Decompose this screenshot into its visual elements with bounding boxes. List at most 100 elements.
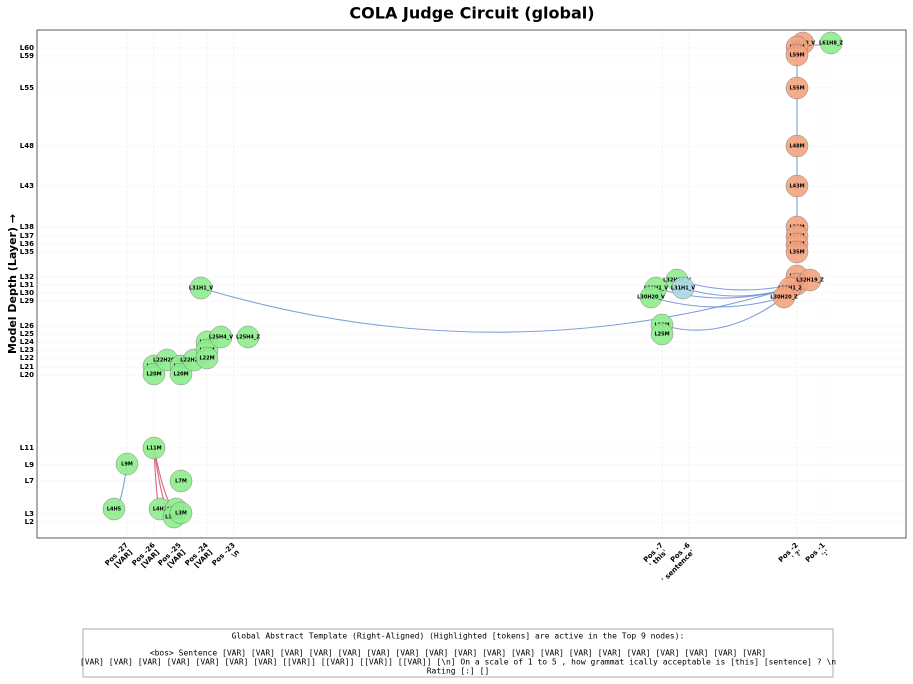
y-tick-label: L9 xyxy=(25,461,34,469)
x-tick: Pos -24[VAR] xyxy=(184,541,215,569)
node-circle xyxy=(785,43,809,67)
y-tick-label: L37 xyxy=(20,232,34,240)
y-tick-label: L31 xyxy=(20,281,34,289)
y-tick-label: L55 xyxy=(20,84,34,92)
y-tick-label: L7 xyxy=(25,477,34,485)
node-label: L7M xyxy=(175,479,187,485)
node: L61H8_Z xyxy=(819,31,843,55)
y-tick-label: L29 xyxy=(20,297,34,305)
y-tick-label: L22 xyxy=(20,354,34,362)
x-tick: Pos -26[VAR] xyxy=(131,541,162,569)
node-circle xyxy=(142,362,166,386)
y-tick-label: L26 xyxy=(20,322,34,330)
y-tick-label: L30 xyxy=(20,289,34,297)
node-circle xyxy=(785,240,809,264)
node-label: L11M xyxy=(146,446,161,452)
node-label: L32H19_Z xyxy=(796,278,824,284)
y-tick-label: L23 xyxy=(20,346,34,354)
x-tick: Pos -2' ?' xyxy=(777,541,804,564)
node: L25H4_V xyxy=(209,325,233,349)
footer-box xyxy=(82,628,834,678)
node-circle xyxy=(798,268,822,292)
node-circle xyxy=(236,325,260,349)
nodes: L4H5L9ML11ML4H1L4H11L3H11L3ML7ML21ML20ML… xyxy=(102,31,843,529)
node-circle xyxy=(671,276,695,300)
y-tick-label: L43 xyxy=(20,182,34,190)
ticks: L2L3L7L9L11L20L21L22L23L24L25L26L29L30L3… xyxy=(20,44,831,584)
node-label: L4H1 xyxy=(153,507,168,513)
node: L31H1_V xyxy=(189,276,213,300)
node-label: L59M xyxy=(789,53,804,59)
node-circle xyxy=(102,497,126,521)
node: L7M xyxy=(169,469,193,493)
node: L43M xyxy=(785,174,809,198)
node-label: L22H20_Z xyxy=(180,358,208,364)
node-label: L43M xyxy=(789,184,804,190)
node-circle xyxy=(785,174,809,198)
x-tick-token: ':' xyxy=(820,548,831,559)
node-circle xyxy=(819,31,843,55)
node: L55M xyxy=(785,76,809,100)
y-tick-label: L59 xyxy=(20,52,34,60)
node: L11M xyxy=(142,436,166,460)
x-tick-token: \n xyxy=(230,548,241,559)
edge xyxy=(661,296,785,331)
node-circle xyxy=(195,346,219,370)
node: L30H20_Z xyxy=(770,285,798,309)
x-tick: Pos -25[VAR] xyxy=(157,541,188,569)
node: L30H20_V xyxy=(637,285,665,309)
node-circle xyxy=(115,452,139,476)
node-label: L25H4_V xyxy=(209,335,233,341)
y-tick-label: L3 xyxy=(25,510,34,518)
y-tick-label: L38 xyxy=(20,223,34,231)
node: L31H1_V xyxy=(671,276,695,300)
y-tick-label: L21 xyxy=(20,363,34,371)
node-label: L25M xyxy=(654,332,669,338)
node-label: L3M xyxy=(175,511,187,517)
node: L59M xyxy=(785,43,809,67)
y-tick-label: L35 xyxy=(20,248,34,256)
y-tick-label: L60 xyxy=(20,44,34,52)
grid xyxy=(37,30,906,538)
node-label: L22M xyxy=(199,356,214,362)
y-tick-label: L32 xyxy=(20,273,34,281)
y-tick-label: L11 xyxy=(20,444,34,452)
node: L48M xyxy=(785,134,809,158)
x-tick: Pos -27[VAR] xyxy=(104,541,135,569)
y-tick-label: L25 xyxy=(20,330,34,338)
footer-lines: <bos> Sentence [VAR] [VAR] [VAR] [VAR] [… xyxy=(80,649,836,676)
x-tick: Pos -7' this' xyxy=(642,541,669,569)
node-circle xyxy=(142,436,166,460)
y-tick-label: L2 xyxy=(25,518,34,526)
footer-heading: Global Abstract Template (Right-Aligned)… xyxy=(232,632,685,641)
node-label: L31H1_V xyxy=(189,286,213,292)
y-tick-label: L24 xyxy=(20,338,34,346)
y-tick-label: L20 xyxy=(20,371,34,379)
node-circle xyxy=(639,285,663,309)
footer-line: Rating [:] [] xyxy=(427,667,490,676)
node-circle xyxy=(785,76,809,100)
node-circle xyxy=(169,469,193,493)
x-tick: Pos -1':' xyxy=(804,541,831,564)
y-tick-label: L36 xyxy=(20,240,34,248)
node-label: L30H20_Z xyxy=(770,295,798,301)
plot-frame xyxy=(36,29,907,539)
node-label: L35M xyxy=(789,250,804,256)
node: L4H5 xyxy=(102,497,126,521)
node-label: L20M xyxy=(146,372,161,378)
node: L25M xyxy=(650,322,674,346)
node-circle xyxy=(169,362,193,386)
node-circle xyxy=(650,322,674,346)
node-label: L55M xyxy=(789,86,804,92)
node-label: L20M xyxy=(173,372,188,378)
node-circle xyxy=(169,501,193,525)
node-label: L22H20_V xyxy=(153,358,181,364)
node: L22M xyxy=(195,346,219,370)
node-label: L31H1_V xyxy=(671,286,695,292)
node-label: L48M xyxy=(789,144,804,150)
node-circle xyxy=(189,276,213,300)
node-label: L61H8_Z xyxy=(819,41,843,47)
footer-line: <bos> Sentence [VAR] [VAR] [VAR] [VAR] [… xyxy=(150,649,767,658)
